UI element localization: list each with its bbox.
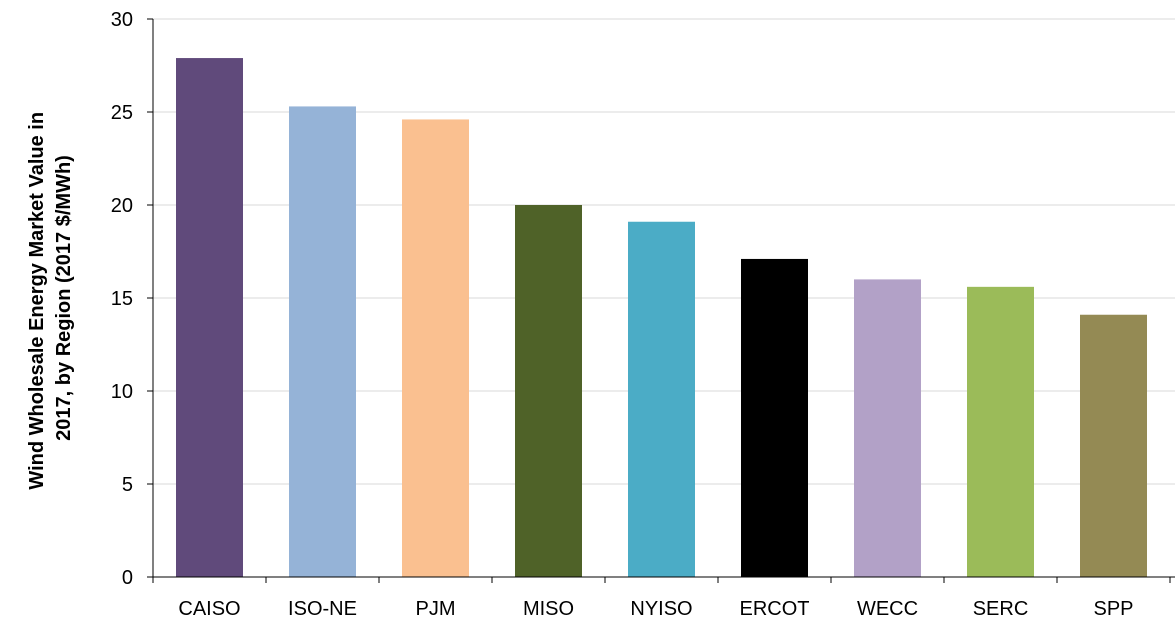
- y-tick-label: 10: [111, 381, 133, 403]
- y-tick-label: 5: [122, 474, 133, 496]
- y-tick-label: 20: [111, 195, 133, 217]
- y-tick-label: 15: [111, 288, 133, 310]
- x-tick-label: SPP: [1093, 598, 1133, 620]
- y-tick-labels: 0 5 10 15 20 25 30: [111, 9, 153, 589]
- bar-pjm: [402, 119, 469, 577]
- x-tick-label: CAISO: [178, 598, 240, 620]
- x-tick-labels: CAISO ISO-NE PJM MISO NYISO ERCOT WECC SERC SPP: [152, 577, 1171, 620]
- x-tick-label: ISO-NE: [288, 598, 357, 620]
- y-tick-label: 30: [111, 9, 133, 31]
- bar-spp: [1080, 314, 1147, 577]
- x-tick-label: NYISO: [630, 598, 692, 620]
- bar-iso-ne: [289, 106, 356, 578]
- bar-serc: [967, 286, 1034, 577]
- x-tick-label: PJM: [416, 598, 456, 620]
- y-axis-title-line-1: Wind Wholesale Energy Market Value in: [26, 112, 48, 490]
- y-tick-label: 0: [122, 567, 133, 589]
- y-axis-title-line-2: 2017, by Region (2017 $/MWh): [53, 155, 75, 441]
- bar-ercot: [741, 258, 808, 577]
- y-tick-label: 25: [111, 102, 133, 124]
- bar-wecc: [854, 279, 921, 577]
- bar-caiso: [176, 58, 243, 578]
- x-tick-label: ERCOT: [740, 598, 810, 620]
- y-axis-title: Wind Wholesale Energy Market Value in 20…: [26, 106, 75, 489]
- bars: [176, 58, 1147, 578]
- x-tick-label: MISO: [523, 598, 574, 620]
- bar-nyiso: [628, 221, 695, 578]
- x-tick-label: SERC: [973, 598, 1029, 620]
- x-tick-label: WECC: [857, 598, 918, 620]
- bar-miso: [515, 205, 582, 577]
